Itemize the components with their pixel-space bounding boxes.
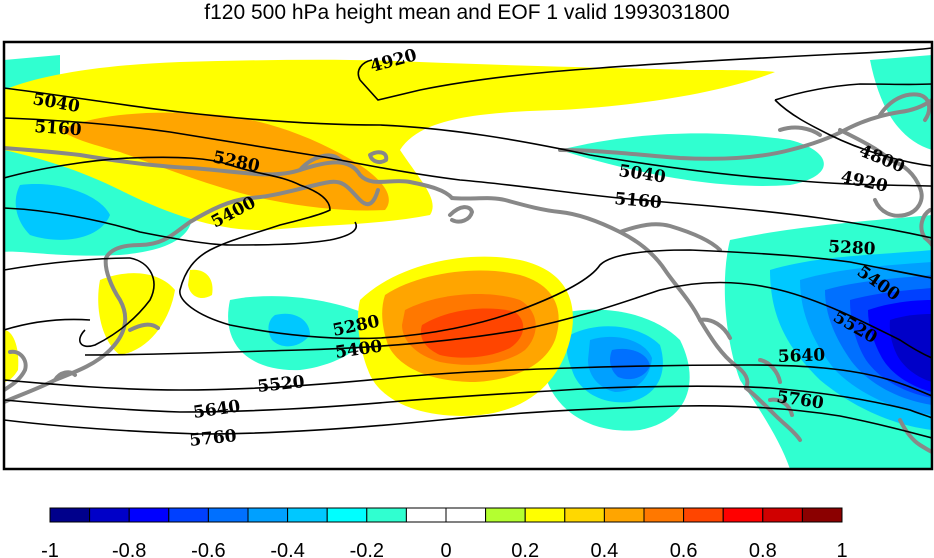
- contour-labels: 4920 5040 5160 5280 5400 4800 4920 5040 …: [31, 45, 908, 451]
- colorbar-tick-label: -0.4: [270, 540, 304, 558]
- colorbar-tick-label: 0: [440, 540, 451, 558]
- colorbar-tick-label: 0.4: [590, 540, 618, 558]
- colorbar-swatch: [207, 507, 249, 523]
- colorbar-tick-label: -0.6: [191, 540, 225, 558]
- colorbar-swatch: [564, 507, 605, 523]
- colorbar-swatch: [643, 507, 685, 523]
- colorbar-tick-label: 0.6: [670, 540, 698, 558]
- colorbar-swatch: [366, 507, 407, 523]
- map-title: f120 500 hPa height mean and EOF 1 valid…: [204, 1, 730, 24]
- colorbar-swatch: [801, 507, 843, 523]
- colorbar-tick-label: -0.8: [112, 540, 146, 558]
- colorbar-tick-label: -1: [41, 540, 59, 558]
- colorbar-swatch: [445, 507, 487, 523]
- colorbar-swatch: [287, 507, 328, 523]
- colorbar-swatch: [326, 507, 368, 523]
- colorbar-tick-label: 1: [836, 540, 847, 558]
- colorbar-swatch: [762, 507, 803, 523]
- contour-label: 5520: [256, 372, 305, 397]
- colorbar-swatch: [722, 507, 764, 523]
- map-frame: [2, 40, 934, 471]
- colorbar: -1 -0.8 -0.6 -0.4 -0.2 0 0.2 0.4 0.6 0.8 1: [41, 507, 848, 558]
- colorbar-swatch: [603, 507, 645, 523]
- contour-label: 5160: [614, 189, 663, 213]
- contour-label: 5760: [188, 426, 237, 451]
- colorbar-tick-label: 0.2: [511, 540, 539, 558]
- colorbar-tick-label: -0.2: [350, 540, 384, 558]
- colorbar-swatch: [168, 507, 209, 523]
- height-contours: [4, 47, 932, 439]
- colorbar-swatch: [683, 507, 724, 523]
- colorbar-swatch: [89, 507, 130, 523]
- colorbar-swatch: [128, 507, 170, 523]
- colorbar-swatch: [524, 507, 566, 523]
- colorbar-swatch: [485, 507, 526, 523]
- colorbar-tick-label: 0.8: [749, 540, 777, 558]
- contour-label: 5640: [777, 345, 825, 367]
- colorbar-swatch: [405, 507, 447, 523]
- contour-label: 5280: [828, 237, 876, 259]
- colorbar-swatch: [247, 507, 289, 523]
- colorbar-swatch: [49, 507, 91, 523]
- contour-label: 5160: [34, 117, 83, 140]
